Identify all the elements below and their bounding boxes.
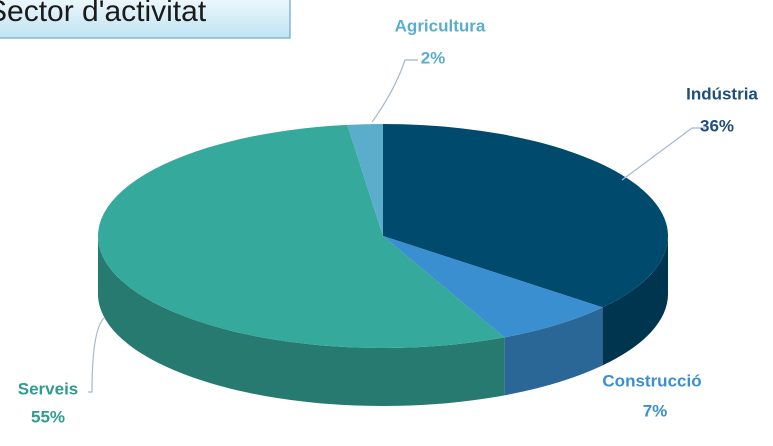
data-label-value: 2% bbox=[421, 48, 446, 67]
slice-side bbox=[98, 236, 505, 406]
data-label-value: 7% bbox=[643, 401, 668, 420]
data-label-name: Construcció bbox=[602, 371, 701, 390]
slice bbox=[347, 124, 383, 236]
leader-line bbox=[621, 127, 705, 181]
slice bbox=[98, 124, 505, 406]
slice-side bbox=[504, 307, 603, 396]
slice-top bbox=[383, 236, 603, 338]
slice bbox=[383, 124, 668, 366]
slice bbox=[383, 236, 603, 396]
title-box bbox=[0, 0, 291, 39]
data-label-name: Agricultura bbox=[395, 16, 486, 35]
data-label-name: Serveis bbox=[18, 379, 79, 398]
slice-top bbox=[98, 124, 505, 348]
data-label-value: 36% bbox=[700, 116, 734, 135]
slice-top bbox=[347, 124, 383, 236]
slice-side bbox=[602, 236, 668, 366]
data-label-value: 55% bbox=[31, 407, 65, 426]
leader-line bbox=[371, 59, 418, 123]
leader-line bbox=[88, 317, 105, 393]
chart-title: Sector d'activitat bbox=[0, 0, 207, 28]
slice-top bbox=[383, 124, 668, 308]
data-label-name: Indústria bbox=[686, 84, 758, 103]
